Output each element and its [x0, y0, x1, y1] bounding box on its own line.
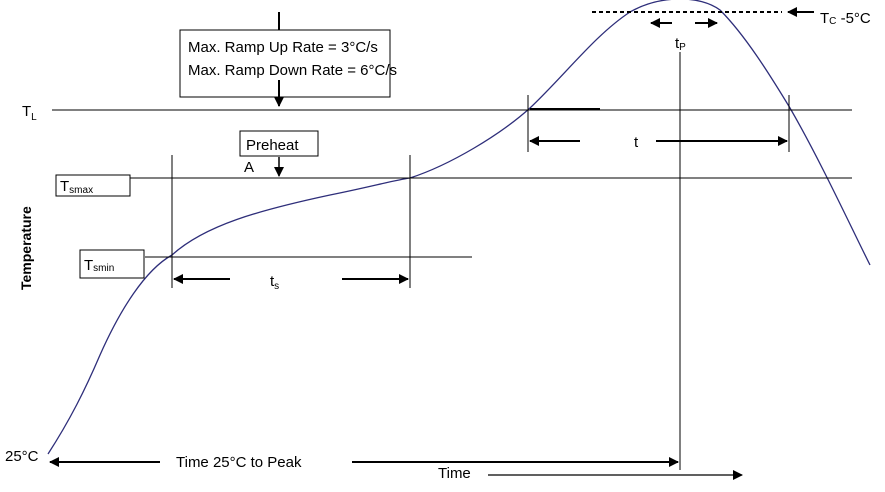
x-axis-label: Time	[438, 465, 471, 482]
tsmax-label: Tsmax	[60, 178, 93, 196]
t-label: t	[634, 134, 639, 151]
peak-time-label: Time 25°C to Peak	[176, 454, 302, 471]
ramp-up-rate-text: Max. Ramp Up Rate = 3°C/s	[188, 39, 378, 56]
ts-label: ts	[270, 273, 279, 292]
tc-label: TC -5°C	[820, 10, 871, 27]
tsmin-label: Tsmin	[84, 257, 114, 274]
preheat-box	[239, 130, 319, 157]
tp-label: tP	[675, 35, 686, 53]
y-axis-label: Temperature	[18, 206, 34, 290]
tsmax-label-box	[55, 174, 131, 197]
tsmin-label-box	[79, 249, 145, 279]
ramp-down-rate-text: Max. Ramp Down Rate = 6°C/s	[188, 62, 397, 79]
tl-label: TL	[22, 103, 37, 123]
ramp-rate-box	[179, 29, 391, 98]
reflow-curve	[47, 0, 871, 455]
preheat-marker-a: A	[244, 159, 254, 176]
start-temp-label: 25°C	[5, 448, 39, 465]
preheat-label: Preheat	[246, 137, 299, 154]
